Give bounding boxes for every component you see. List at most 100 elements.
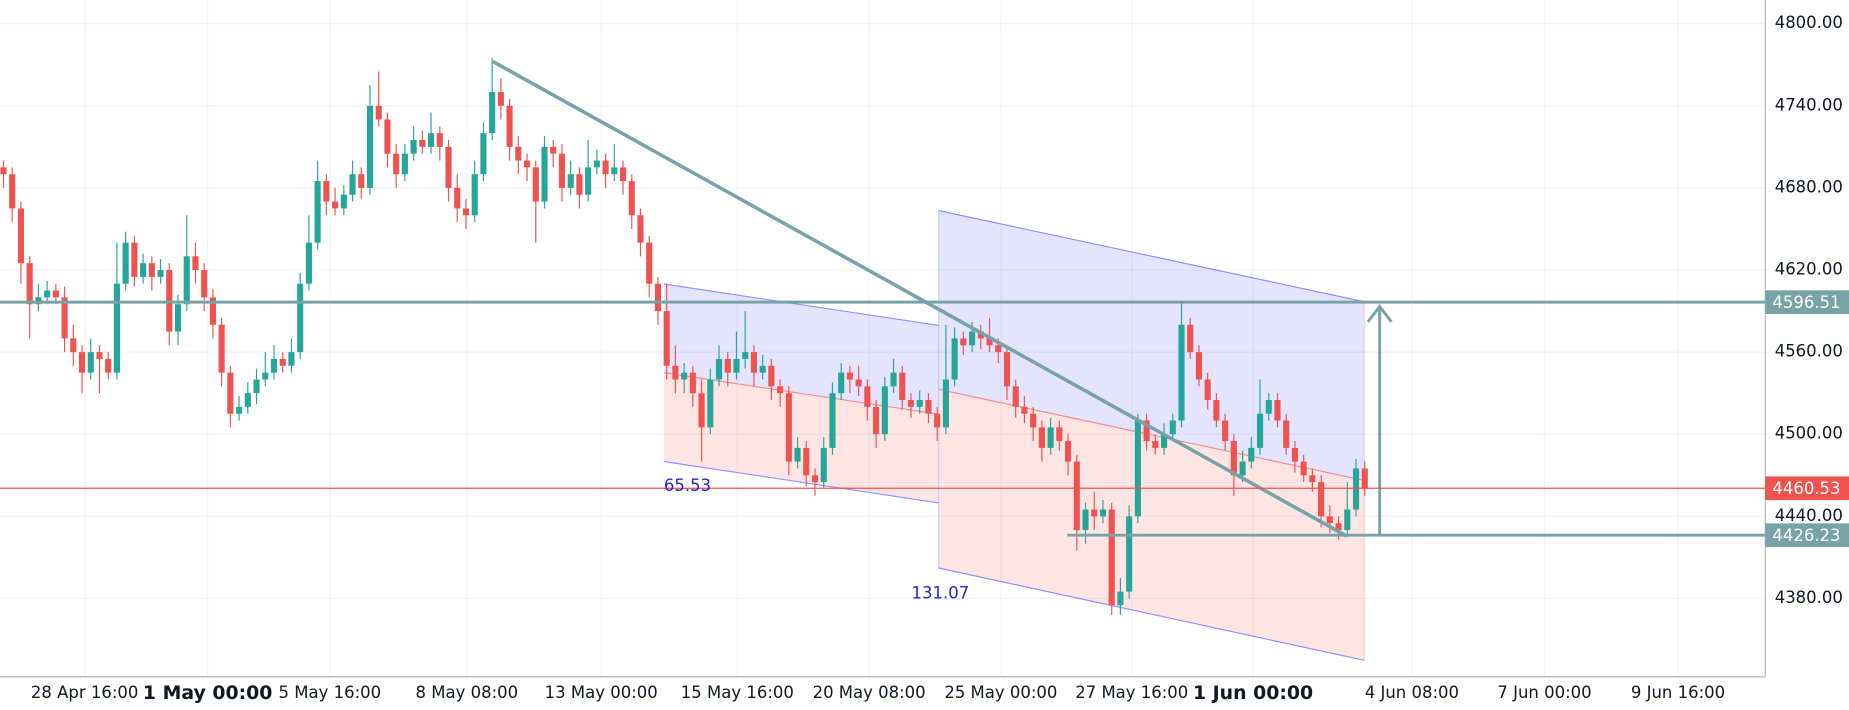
candle-body [1213, 400, 1220, 421]
candle-body [707, 379, 714, 428]
trend-line [492, 59, 1348, 538]
channel-lower [938, 389, 1365, 661]
candle-body [428, 133, 435, 147]
x-tick-label: 1 May 00:00 [143, 682, 272, 704]
candle-body [297, 283, 304, 353]
drawings [663, 210, 1365, 661]
candle-body [628, 181, 635, 216]
y-tick-label: 4500.00 [1775, 424, 1843, 443]
candle-body [733, 358, 740, 373]
candle-body [332, 201, 339, 209]
candle-body [576, 174, 583, 195]
candle-body [1047, 427, 1054, 448]
candle-body [1134, 420, 1141, 517]
candle-body [471, 174, 478, 216]
candle-body [78, 352, 86, 373]
candle-body [890, 372, 897, 387]
candle-body [70, 338, 77, 353]
candle-body [715, 358, 723, 380]
candle-body [201, 270, 208, 298]
candle-body [750, 352, 757, 373]
x-tick-label: 5 May 16:00 [279, 683, 382, 702]
candle-body [768, 365, 775, 387]
candle-body [445, 146, 452, 188]
candle-body [192, 256, 199, 271]
candle-body [995, 345, 1002, 353]
candle-body [506, 105, 513, 147]
candle-body [17, 208, 25, 264]
candle-body [314, 181, 321, 243]
x-tick-label: 25 May 00:00 [944, 683, 1057, 702]
candle-body [419, 139, 426, 147]
x-tick-label: 8 May 08:00 [416, 683, 519, 702]
candle-body [174, 304, 182, 332]
candle-body [209, 297, 216, 325]
candle-body [462, 208, 470, 216]
candle-body [140, 263, 147, 277]
candle-body [654, 283, 662, 312]
candle-body [1021, 406, 1028, 414]
candle-body [1239, 461, 1246, 476]
candle-body [1204, 379, 1211, 401]
candle-body [881, 386, 888, 435]
candle-body [820, 447, 827, 483]
y-tick-label: 4380.00 [1775, 588, 1843, 607]
candle-body [1274, 400, 1281, 421]
candle-body [131, 242, 138, 277]
candle-body [1091, 509, 1098, 517]
candle-body [358, 174, 365, 188]
overlay [0, 59, 1766, 538]
candle-body [672, 365, 679, 380]
candle-body [759, 365, 766, 373]
candle-body [934, 413, 941, 428]
candle-body [1099, 509, 1107, 517]
channel-edge [663, 283, 939, 327]
candle-body [960, 338, 967, 346]
channel-label: 131.07 [912, 584, 970, 603]
arrow-head [1366, 304, 1393, 323]
candle-body [1073, 461, 1080, 531]
candle-body [611, 167, 618, 175]
candle-body [340, 194, 347, 209]
candle-body [619, 167, 627, 182]
candle-body [803, 447, 810, 476]
price-label-box [1765, 523, 1849, 548]
candle-body [1038, 427, 1045, 448]
candle-body [0, 167, 7, 175]
candle-body [942, 379, 949, 428]
candle-body [454, 187, 461, 209]
candle-body [532, 167, 539, 202]
price-label: 4426.23 [1772, 526, 1840, 545]
candle-body [262, 372, 269, 380]
candle-body [157, 270, 164, 277]
candle-body [52, 290, 59, 298]
candle-body [1126, 516, 1133, 592]
x-tick-label: 4 Jun 08:00 [1365, 683, 1459, 702]
channel-upper [663, 284, 939, 415]
candle-body [9, 174, 16, 209]
candle-body [1318, 482, 1325, 517]
candle-body [1352, 468, 1360, 510]
candle-body [349, 174, 356, 195]
candle-body [270, 358, 278, 373]
candle-body [523, 160, 531, 168]
candle-body [541, 146, 548, 202]
candle-body [873, 406, 880, 435]
candle-body [236, 406, 243, 414]
channel-upper [938, 210, 1365, 481]
candle-body [96, 352, 103, 359]
candle-body [61, 297, 68, 339]
candle-body [87, 352, 94, 373]
candle-body [637, 215, 644, 243]
candle-body [1195, 352, 1203, 380]
candle-body [550, 146, 557, 154]
candle-body [26, 263, 33, 305]
candle-body [1309, 475, 1316, 483]
candle-body [951, 338, 958, 380]
candle-body [1335, 523, 1342, 531]
candle-body [846, 372, 853, 380]
x-tick-label: 20 May 08:00 [813, 683, 926, 702]
price-label: 4596.51 [1772, 293, 1840, 312]
